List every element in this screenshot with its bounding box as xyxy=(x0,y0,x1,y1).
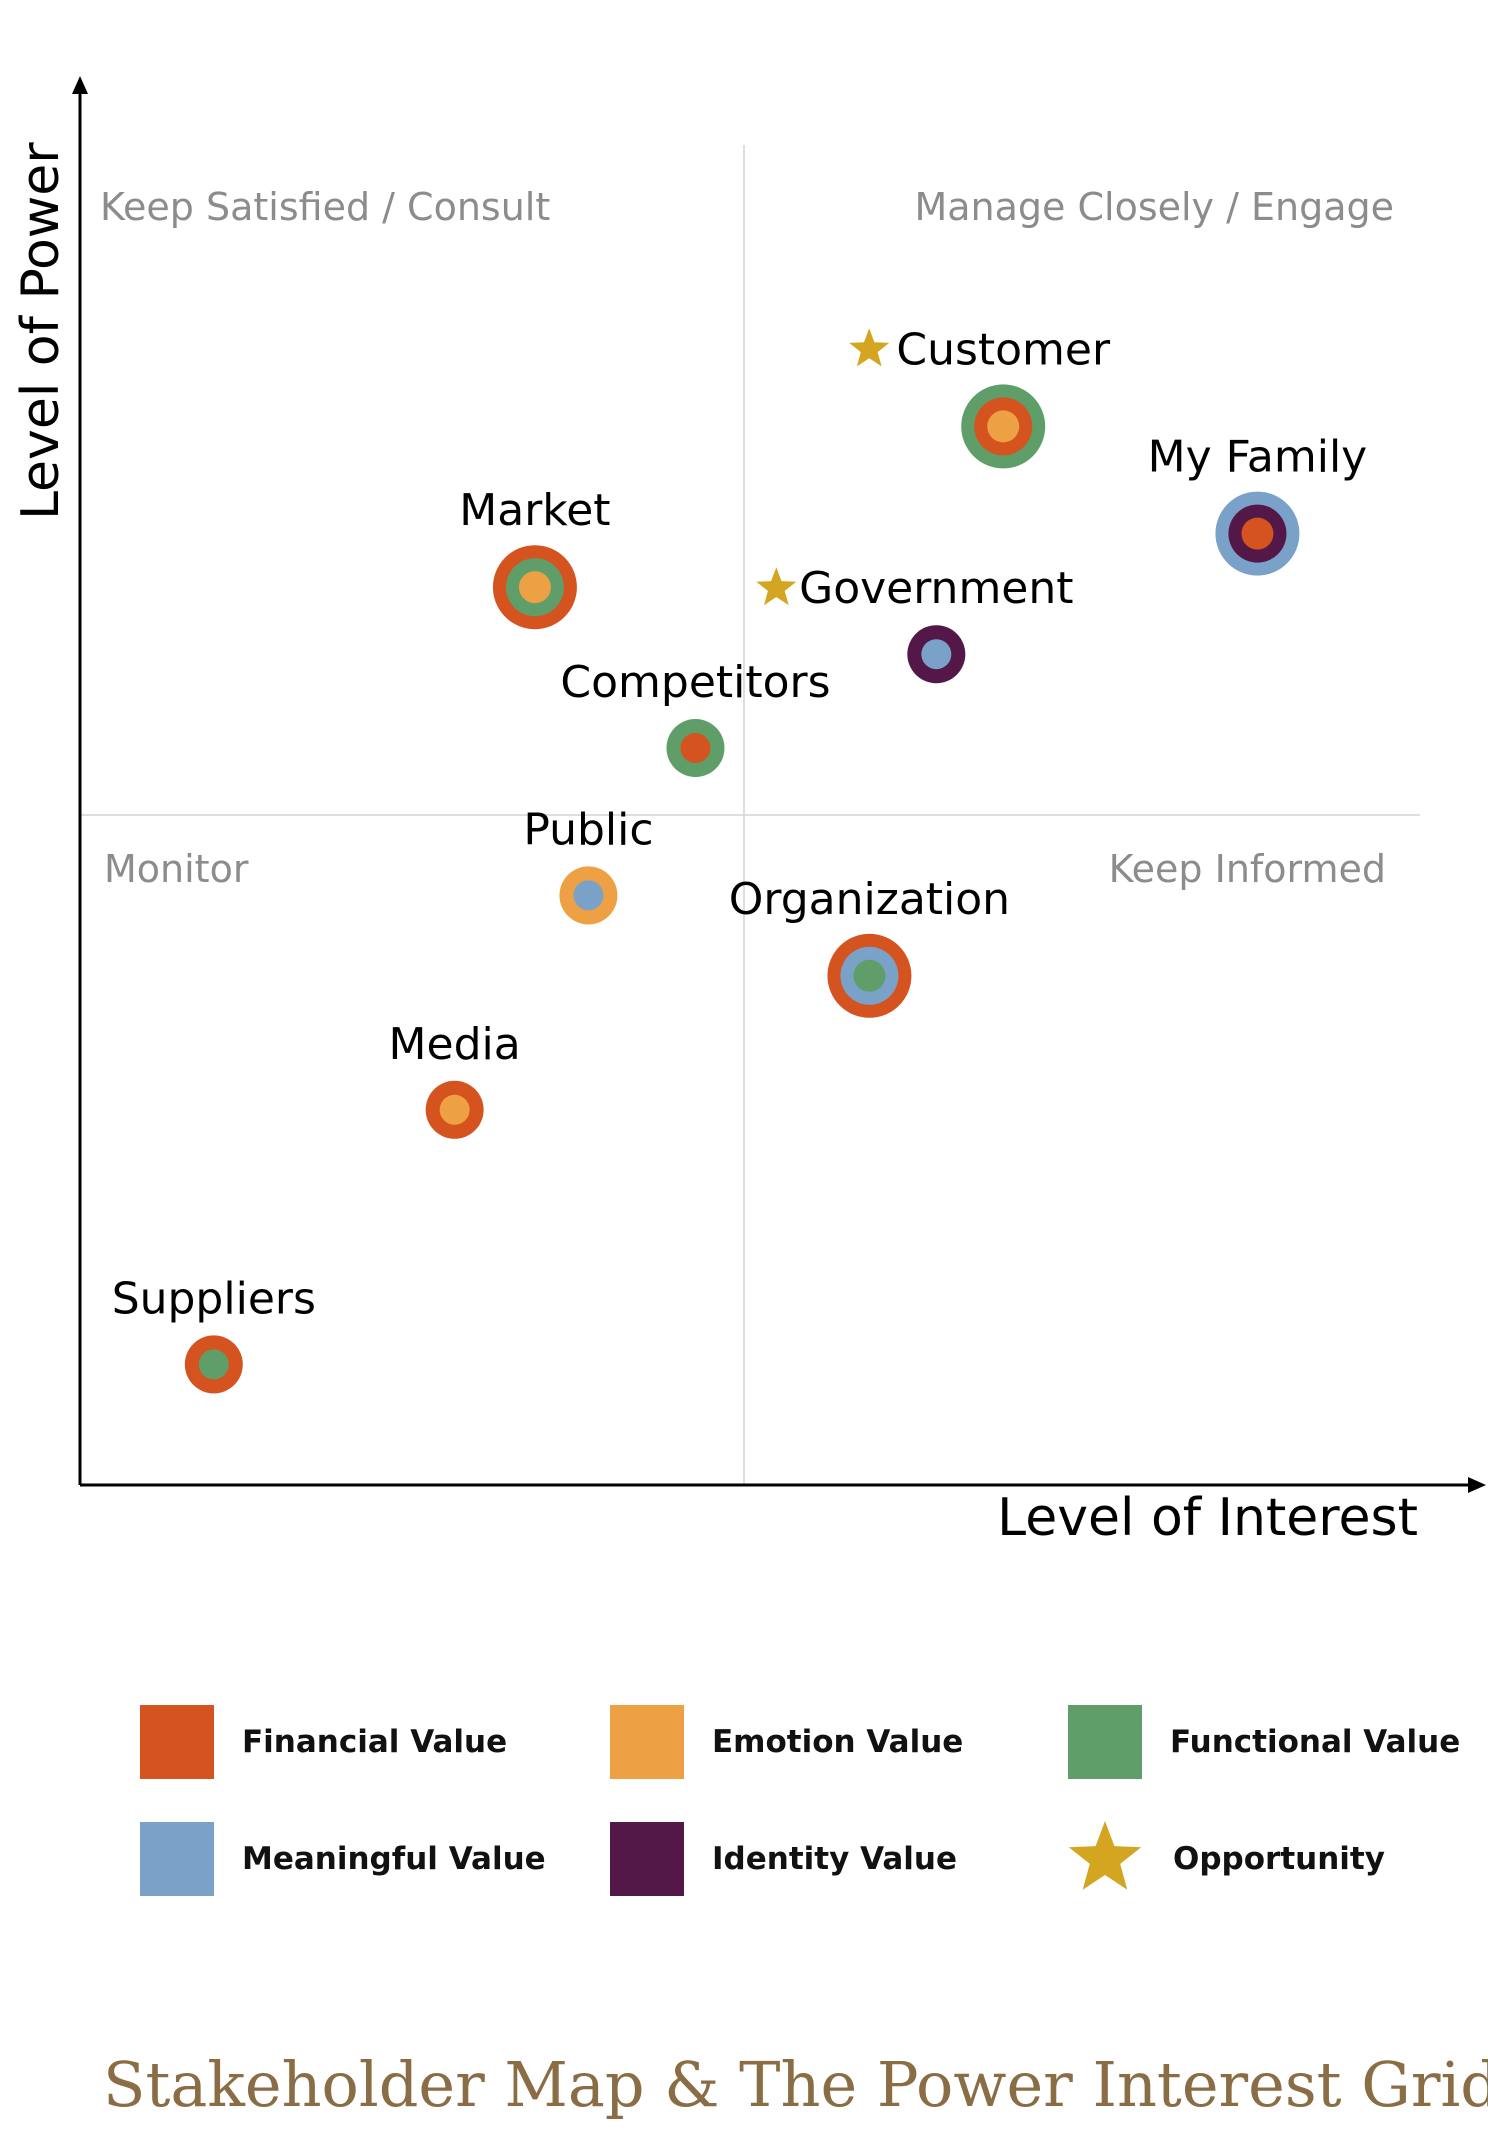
point-media-core xyxy=(439,1094,470,1125)
point-customer-core xyxy=(987,410,1020,443)
page-title: Stakeholder Map & The Power Interest Gri… xyxy=(103,2048,1488,2121)
point-label-government: Government xyxy=(799,563,1073,614)
legend-item-functional: Functional Value xyxy=(1068,1705,1460,1779)
point-customer: Customer xyxy=(849,324,1111,469)
legend-label-identity: Identity Value xyxy=(712,1841,958,1877)
point-my-family-core xyxy=(1241,517,1274,550)
legend-label-financial: Financial Value xyxy=(242,1724,508,1760)
point-competitors-core xyxy=(680,733,711,763)
legend-swatch-meaningful xyxy=(140,1822,214,1896)
legend-label-emotion: Emotion Value xyxy=(712,1724,964,1760)
x-axis-arrow xyxy=(1468,1477,1486,1493)
point-competitors: Competitors xyxy=(560,657,831,777)
point-public-core xyxy=(573,880,604,911)
opportunity-star-customer xyxy=(849,328,890,367)
y-axis-arrow xyxy=(72,76,88,94)
point-suppliers: Suppliers xyxy=(112,1273,316,1394)
x-axis-label: Level of Interest xyxy=(997,1488,1418,1548)
point-government: Government xyxy=(756,563,1074,684)
point-label-customer: Customer xyxy=(896,324,1111,375)
stakeholder-points: Customer My Family Market Government Competi… xyxy=(112,324,1368,1394)
point-organization: Organization xyxy=(729,874,1010,1018)
legend-swatch-financial xyxy=(140,1705,214,1779)
point-public: Public xyxy=(523,804,654,925)
point-market: Market xyxy=(459,485,611,630)
legend-item-financial: Financial Value xyxy=(140,1705,507,1779)
quadrant-label-top-left: Keep Satisfied / Consult xyxy=(100,185,550,229)
legend-swatch-functional xyxy=(1068,1705,1142,1779)
legend-swatch-identity xyxy=(610,1822,684,1896)
legend-item-opportunity: Opportunity xyxy=(1065,1819,1385,1899)
point-media: Media xyxy=(389,1019,521,1139)
legend-label-meaningful: Meaningful Value xyxy=(242,1841,546,1877)
legend-swatch-emotion xyxy=(610,1705,684,1779)
point-organization-core xyxy=(853,959,886,992)
point-label-organization: Organization xyxy=(729,874,1010,925)
point-label-public: Public xyxy=(523,804,653,855)
point-suppliers-core xyxy=(198,1349,229,1380)
quadrant-label-top-right: Manage Closely / Engage xyxy=(914,185,1394,229)
legend-label-functional: Functional Value xyxy=(1170,1724,1461,1760)
point-market-core xyxy=(518,571,551,604)
point-label-market: Market xyxy=(459,485,610,536)
point-my-family: My Family xyxy=(1148,432,1368,576)
y-axis-label: Level of Power xyxy=(11,142,71,520)
quadrant-label-bottom-right: Keep Informed xyxy=(1109,847,1386,891)
quadrant-label-bottom-left: Monitor xyxy=(104,847,249,891)
power-interest-chart: Level of Power Level of Interest Keep Sa… xyxy=(11,76,1486,1548)
legend: Financial Value Emotion Value Functional… xyxy=(0,1680,1488,1940)
legend-label-opportunity: Opportunity xyxy=(1173,1841,1385,1877)
legend-item-meaningful: Meaningful Value xyxy=(140,1822,546,1896)
point-label-my-family: My Family xyxy=(1148,432,1368,483)
point-label-media: Media xyxy=(389,1019,521,1070)
point-label-suppliers: Suppliers xyxy=(112,1273,316,1324)
legend-item-identity: Identity Value xyxy=(610,1822,957,1896)
legend-item-emotion: Emotion Value xyxy=(610,1705,963,1779)
point-label-competitors: Competitors xyxy=(560,657,830,708)
opportunity-star-government xyxy=(756,567,797,606)
star-icon xyxy=(1068,1821,1142,1890)
point-government-core xyxy=(921,639,952,670)
